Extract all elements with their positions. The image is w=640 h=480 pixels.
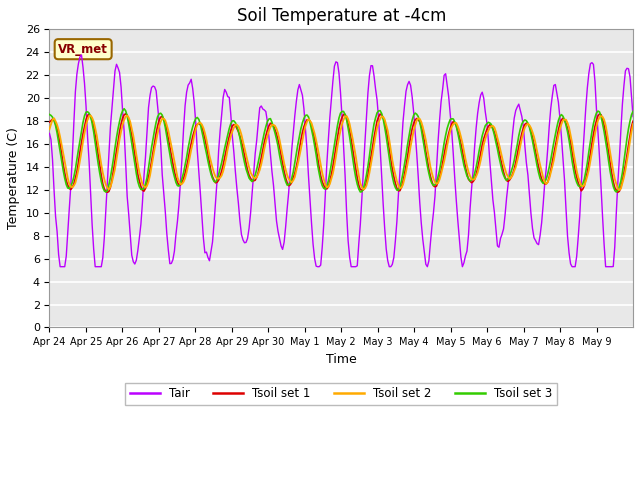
- X-axis label: Time: Time: [326, 353, 356, 366]
- Title: Soil Temperature at -4cm: Soil Temperature at -4cm: [237, 7, 446, 25]
- Y-axis label: Temperature (C): Temperature (C): [7, 127, 20, 229]
- Text: VR_met: VR_met: [58, 43, 108, 56]
- Legend: Tair, Tsoil set 1, Tsoil set 2, Tsoil set 3: Tair, Tsoil set 1, Tsoil set 2, Tsoil se…: [125, 383, 557, 405]
